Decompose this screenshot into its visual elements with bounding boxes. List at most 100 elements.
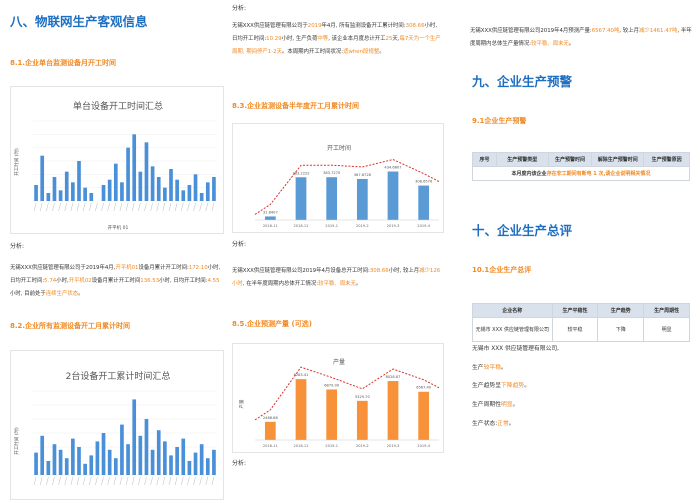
tick-mark <box>162 202 166 212</box>
text: 。 <box>379 49 385 55</box>
highlight: 明显 <box>501 402 513 408</box>
chart-ylabel: 开工时间 (时) <box>13 427 20 455</box>
tick-mark <box>144 476 147 486</box>
highlight: 308.66 <box>369 268 389 274</box>
text: 。 <box>78 291 84 297</box>
bar <box>126 444 130 475</box>
bar <box>113 163 118 201</box>
bar <box>187 461 192 475</box>
text: 。本周期内开工时间状况: <box>281 49 344 55</box>
tick-mark <box>156 476 159 486</box>
bar <box>77 447 81 475</box>
text: 小时, <box>56 278 69 284</box>
bar <box>46 193 51 201</box>
bar <box>52 177 57 201</box>
tick-mark <box>187 202 190 212</box>
tick-mark <box>58 476 61 486</box>
bar <box>58 449 63 475</box>
tick-mark <box>107 476 110 486</box>
trend-line <box>254 366 440 421</box>
text: 生产周期性 <box>472 402 501 408</box>
tick-mark <box>181 202 184 212</box>
tick-label: 2019-4 <box>417 224 430 228</box>
bar <box>138 435 143 475</box>
tick-mark <box>174 202 178 212</box>
chart-two-device-svg: 2台设备开工累计时间汇总 开工时间 (时) <box>13 370 217 486</box>
tick-mark <box>89 202 92 212</box>
bar <box>34 185 38 201</box>
tick-label: 2018-12 <box>293 444 308 448</box>
chart-ylabel: 产量 <box>238 399 245 408</box>
bar <box>187 185 192 201</box>
chart-title: 开工时间 <box>327 144 351 152</box>
tick-mark <box>199 476 202 486</box>
text: 小时, 目前处于 <box>10 291 46 297</box>
bar <box>356 400 368 440</box>
bar <box>163 441 167 475</box>
tick-mark <box>70 476 74 486</box>
tick-mark <box>138 476 141 486</box>
bar <box>264 421 276 440</box>
tick-mark <box>131 476 135 486</box>
tick-mark <box>95 202 98 212</box>
tick-label: 2019-3 <box>387 444 400 448</box>
table-row: 无锡市 XXX 供应链管理有限公司 较平稳 下降 明显 <box>472 317 690 342</box>
tick-mark <box>119 202 123 212</box>
bar <box>126 147 130 201</box>
bar <box>71 182 75 201</box>
tick-mark <box>39 202 43 212</box>
summary-line-1: 生产较平稳。 <box>472 362 507 375</box>
analysis-label: 分析: <box>232 460 247 467</box>
highlight: 25 <box>385 36 393 42</box>
data-label: 5329.70 <box>355 395 371 399</box>
tick-label: 2018-11 <box>263 444 278 448</box>
forecast-paragraph: 无锡XXX供应链管理有限公司2019年4月预测产量:6567.40吨, 较上月减… <box>470 25 692 51</box>
tick-label: 2019-4 <box>417 444 430 448</box>
data-label: 8028.87 <box>386 375 401 379</box>
td-periodicity: 明显 <box>643 317 690 342</box>
tick-mark <box>46 476 49 486</box>
chart-xlabel: 开平机 01 <box>108 224 129 231</box>
bar <box>205 182 210 201</box>
summary-line-3: 生产周期性明显。 <box>472 399 518 412</box>
bar <box>193 174 198 201</box>
warning-note: 本月度内该企业存在非工期间有断电 1 次,请企业说明相关情况 <box>472 166 690 181</box>
th-reason: 生产预警原因 <box>643 152 690 167</box>
bar <box>295 379 307 440</box>
data-label: 308.6576 <box>415 180 433 184</box>
subsection-9-1: 9.1企业生产预警 <box>472 117 527 125</box>
warning-table: 序号 生产预警类型 生产预警时间 解除生产预警时间 生产预警原因 本月度内该企业… <box>472 152 690 181</box>
chart-half-year-svg: 开工时间 31.8407 2018-11 383.2222 2018-12 383.72… <box>254 144 440 228</box>
tick-mark <box>64 476 67 486</box>
bar <box>89 193 94 201</box>
tick-label: 2018-12 <box>293 224 308 228</box>
bar <box>169 455 173 475</box>
bar <box>387 381 399 440</box>
bar <box>418 391 430 440</box>
analysis-label: 分析: <box>232 5 247 12</box>
column-right: 无锡XXX供应链管理有限公司2019年4月预测产量:6567.40吨, 较上月减… <box>470 0 700 503</box>
tick-mark <box>138 202 141 212</box>
tick-mark <box>193 476 196 486</box>
text: , 在半年度周期内总体开工情况: <box>242 281 319 287</box>
highlight: 较平稳、周末无 <box>318 281 356 287</box>
summary-line-4: 生产状态:正常。 <box>472 418 515 431</box>
tick-mark <box>89 476 92 486</box>
tick-mark <box>211 202 215 212</box>
bar <box>132 399 137 475</box>
bar <box>175 447 179 475</box>
highlight: 减少1461.47吨 <box>638 28 678 34</box>
data-label: 383.2222 <box>292 171 309 175</box>
chart-title: 单台设备开工时间汇总 <box>73 100 163 112</box>
bar <box>113 458 118 475</box>
bar <box>107 449 112 475</box>
text: 小时, 生产负荷 <box>281 36 318 42</box>
bar <box>193 452 198 475</box>
column-middle: 分析: 无锡XXX供应链管理有限公司于2019年4月, 所有监测设备开工累计时间… <box>229 0 447 503</box>
table-header-row: 企业名称 生产平稳性 生产趋势 生产周期性 <box>472 303 690 318</box>
highlight: 2019 <box>307 23 322 29</box>
text: 。 <box>501 365 507 371</box>
text: 设备月累计开工时间 <box>91 278 141 284</box>
data-label: 2468.68 <box>263 416 279 420</box>
bar <box>156 430 161 475</box>
